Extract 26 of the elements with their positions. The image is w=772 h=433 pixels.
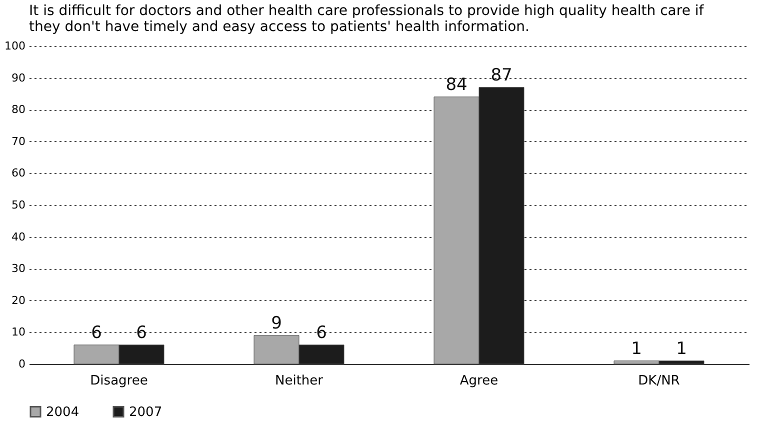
y-tick-label: 10 <box>12 326 26 339</box>
data-label: 6 <box>136 322 147 343</box>
x-tick-label: Disagree <box>90 374 148 388</box>
chart-title: It is difficult for doctors and other health care professionals to provide high quality health care if they don't have timely and easy access to patients' health information. <box>29 3 705 35</box>
y-tick-label: 0 <box>18 358 26 370</box>
y-tick-label: 20 <box>12 294 26 307</box>
x-tick-label: Neither <box>274 374 324 388</box>
data-label: 1 <box>676 338 687 359</box>
data-label: 6 <box>316 322 327 343</box>
x-tick-label: Agree <box>460 374 498 388</box>
y-tick-label: 50 <box>12 198 26 212</box>
legend-label: 2007 <box>129 404 162 420</box>
y-tick-label: 90 <box>12 71 26 84</box>
data-label: 84 <box>446 74 468 95</box>
y-tick-label: 80 <box>12 103 26 116</box>
data-label: 87 <box>490 65 512 86</box>
y-tick-label: 40 <box>12 230 26 244</box>
y-tick-label: 30 <box>12 262 26 276</box>
data-label: 6 <box>91 322 102 343</box>
y-tick-label: 70 <box>12 134 26 148</box>
x-tick-label: DK/NR <box>638 374 680 388</box>
data-label: 9 <box>271 313 282 334</box>
data-label: 1 <box>631 338 642 359</box>
legend-label: 2004 <box>46 404 80 420</box>
y-tick-label: 100 <box>4 40 26 52</box>
y-tick-label: 60 <box>12 166 26 180</box>
